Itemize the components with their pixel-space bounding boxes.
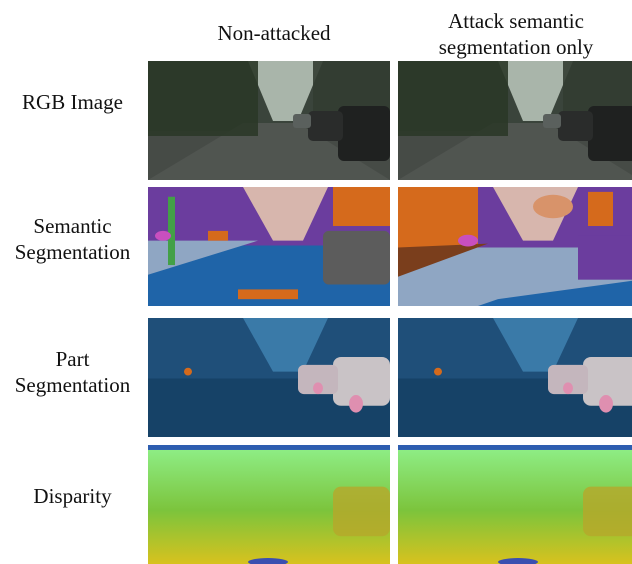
disparity-non-attacked xyxy=(148,445,390,564)
rgb-image-non-attacked xyxy=(148,61,390,180)
row-label-rgb: RGB Image xyxy=(22,90,123,114)
column-header-non-attacked: Non-attacked xyxy=(217,21,331,45)
semantic-seg-non-attacked xyxy=(148,187,390,306)
row-label-semantic: Semantic Segmentation xyxy=(14,214,131,264)
semantic-seg-attacked xyxy=(398,187,632,306)
rgb-image-attacked xyxy=(398,61,632,180)
part-seg-attacked xyxy=(398,318,632,437)
row-label-part: Part Segmentation xyxy=(14,347,131,397)
row-label-disparity: Disparity xyxy=(33,484,112,508)
part-seg-non-attacked xyxy=(148,318,390,437)
column-header-attack-semantic: Attack semantic segmentation only xyxy=(438,9,594,59)
disparity-attacked xyxy=(398,445,632,564)
